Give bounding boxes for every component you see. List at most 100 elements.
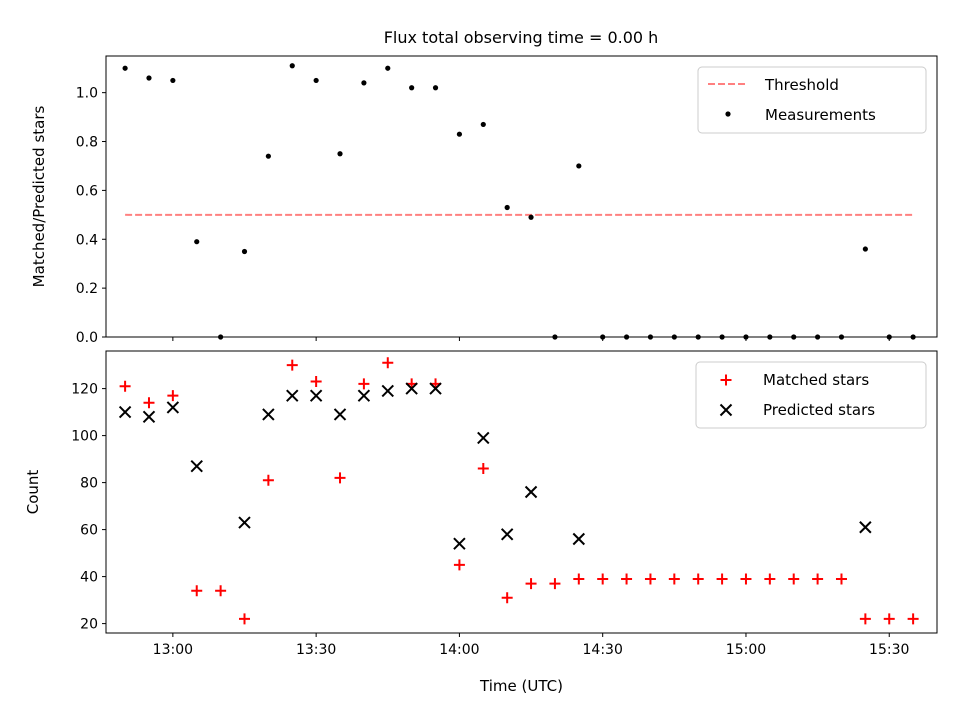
measurement-point [480,121,486,128]
measurement-point [456,131,463,137]
matched-star-marker [382,357,394,369]
matched-star-marker [334,472,346,484]
predicted-star-marker [524,485,538,499]
bottom-y-tick-label: 20 [80,617,98,633]
matched-star-marker [812,573,824,585]
predicted-star-marker [381,384,394,398]
top-y-tick-label: 0.8 [76,135,98,151]
bottom-y-tick-label: 60 [80,523,98,539]
predicted-star-marker [405,382,418,395]
legend-measurements-label: Measurements [765,106,876,124]
bottom-x-tick-label: 14:00 [439,642,479,658]
matched-star-marker [835,573,847,585]
measurement-point [623,334,630,340]
legend-threshold-label: Threshold [764,76,839,94]
predicted-star-marker [286,389,299,402]
measurement-point [432,85,439,91]
measurement-point [791,334,797,340]
measurement-point [910,334,916,340]
measurement-point [265,153,271,159]
measurement-point [385,65,391,71]
matched-star-marker [501,592,513,604]
measurement-point [647,334,654,340]
measurement-point [146,75,152,81]
measurement-point [313,77,319,84]
predicted-star-marker [429,382,442,395]
measurement-point [170,77,176,84]
bottom-y-tick-label: 100 [71,429,98,445]
top-y-axis-label: Matched/Predicted stars [30,106,48,288]
measurement-point [122,65,128,71]
measurement-point [600,334,606,340]
matched-star-marker [740,573,752,585]
bottom-x-tick-label: 13:30 [296,642,336,658]
predicted-star-marker [142,410,156,424]
top-y-tick-label: 0.4 [76,232,98,248]
predicted-star-marker [572,532,586,546]
predicted-star-marker [190,459,203,473]
matched-star-marker [525,578,537,590]
measurement-point [409,85,415,91]
measurement-point [719,334,725,340]
measurement-point [504,204,510,211]
matched-star-marker [668,573,680,585]
bottom-plot: 20 40 60 80 100 120 13:00 13:30 14:00 14:30 15:00 1… [24,350,938,695]
measurement-point [671,334,677,340]
matched-star-marker [549,578,561,590]
legend-measurements-swatch [725,111,731,117]
matched-star-marker [644,573,656,585]
measurement-point [337,151,343,157]
bottom-y-tick-label: 80 [80,476,98,492]
predicted-star-marker [262,408,275,421]
predicted-star-marker [333,408,347,421]
bottom-x-tick-label: 14:30 [583,642,623,658]
predicted-star-marker [357,389,371,402]
matched-star-marker [167,390,179,402]
legend-matched-swatch [720,374,732,386]
measurement-point [241,248,248,255]
top-y-tick-label: 1.0 [76,86,98,102]
matched-star-marker [143,397,155,409]
top-y-tick-label: 0.2 [76,281,98,297]
measurement-point [289,63,295,69]
matched-star-marker [119,380,131,392]
measurement-point [815,334,821,340]
matched-star-marker [215,585,227,597]
measurement-point [886,334,892,340]
bottom-x-tick-label: 13:00 [153,642,193,658]
matched-star-marker [692,573,704,585]
matched-star-marker [573,573,585,585]
matched-star-marker [262,474,274,486]
measurement-point [361,80,367,86]
predicted-star-marker [309,389,323,402]
bottom-y-tick-label: 40 [80,570,98,586]
matched-star-marker [310,376,322,388]
measurement-point [528,214,534,220]
bottom-x-tick-label: 15:30 [869,642,909,658]
legend-matched-label: Matched stars [763,371,869,389]
predicted-star-marker [859,521,872,534]
predicted-star-marker [477,431,490,445]
bottom-y-axis-label: Count [24,470,42,515]
predicted-star-marker [500,528,514,541]
matched-star-marker [859,613,871,625]
measurement-point [552,334,558,340]
top-chart-title: Flux total observing time = 0.00 h [384,28,659,47]
top-axes-frame [105,55,938,338]
measurement-point [695,334,701,340]
matched-star-marker [286,359,298,371]
matched-star-marker [597,573,609,585]
predicted-star-marker [238,516,251,529]
matched-star-marker [716,573,728,585]
predicted-star-marker [166,401,180,414]
measurement-point [767,334,773,340]
legend-predicted-swatch [719,403,733,417]
measurement-point [576,163,582,169]
measurement-point [862,246,868,252]
matched-star-marker [191,585,203,597]
matched-star-marker [453,559,465,571]
measurement-point [218,334,224,340]
top-y-tick-label: 0.6 [76,183,98,199]
